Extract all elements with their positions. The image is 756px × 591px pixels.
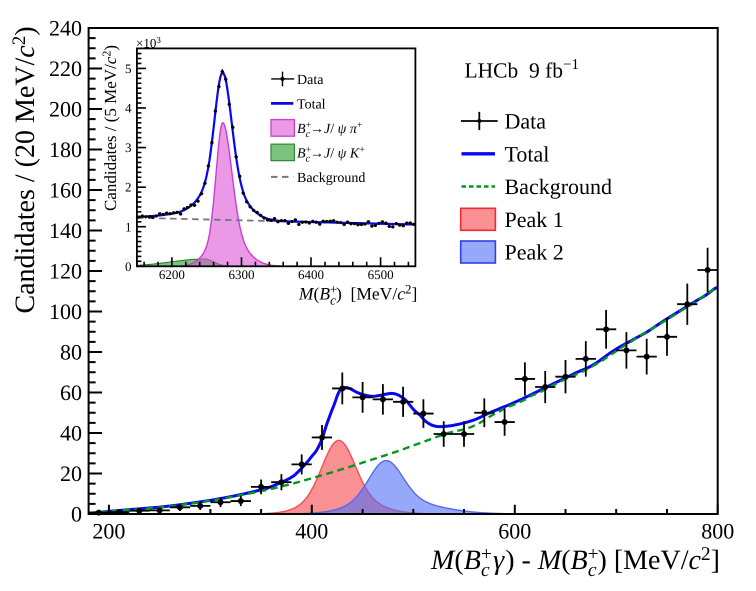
svg-text:6400: 6400 [298,267,324,282]
svg-text:100: 100 [49,299,82,324]
svg-text:20: 20 [60,461,82,486]
svg-text:200: 200 [49,97,82,122]
svg-text:220: 220 [49,56,82,81]
svg-text:Candidates / (5 MeV/c2): Candidates / (5 MeV/c2) [100,45,121,211]
svg-text:6300: 6300 [229,267,255,282]
svg-text:4: 4 [125,101,132,116]
svg-text:M(B+cγ) - M(B+c) [MeV/c2]: M(B+ c γ) - M(B+ c) [MeV/c2] [430,544,720,581]
svg-text:120: 120 [49,259,82,284]
svg-text:400: 400 [295,519,328,544]
svg-text:800: 800 [701,519,734,544]
svg-text:200: 200 [92,519,125,544]
svg-text:240: 240 [49,16,82,41]
svg-text:B+c→J/ ψ K+: B+ c→J/ ψ K+ [297,144,365,164]
svg-text:Total: Total [505,141,550,166]
svg-text:6500: 6500 [368,267,394,282]
svg-text:160: 160 [49,178,82,203]
svg-text:40: 40 [60,421,82,446]
svg-text:B+c→J/ ψ π+: B+ c→J/ ψ π+ [297,120,363,140]
svg-text:M(B+c) [MeV/c2]: M(B+ c) [MeV/c2] [298,282,417,308]
svg-text:Candidates / (20 MeV/c2): Candidates / (20 MeV/c2) [9,26,41,313]
svg-text:6200: 6200 [159,267,185,282]
svg-text:Total: Total [297,97,326,112]
svg-text:1: 1 [125,219,132,234]
svg-text:180: 180 [49,137,82,162]
svg-text:60: 60 [60,380,82,405]
svg-text:Background: Background [297,171,365,186]
svg-text:×103: ×103 [136,35,161,51]
svg-text:2: 2 [125,180,132,195]
svg-text:600: 600 [498,519,531,544]
svg-text:Data: Data [297,73,324,88]
svg-text:0: 0 [125,259,132,274]
svg-text:LHCb 9 fb−1: LHCb 9 fb−1 [465,57,580,83]
svg-text:Peak 1: Peak 1 [505,207,564,232]
svg-text:Peak 2: Peak 2 [505,240,564,265]
svg-text:3: 3 [125,140,132,155]
svg-text:0: 0 [71,502,82,527]
svg-text:Data: Data [505,109,547,134]
svg-text:140: 140 [49,218,82,243]
svg-text:5: 5 [125,61,132,76]
svg-text:Background: Background [505,174,613,199]
svg-text:80: 80 [60,340,82,365]
